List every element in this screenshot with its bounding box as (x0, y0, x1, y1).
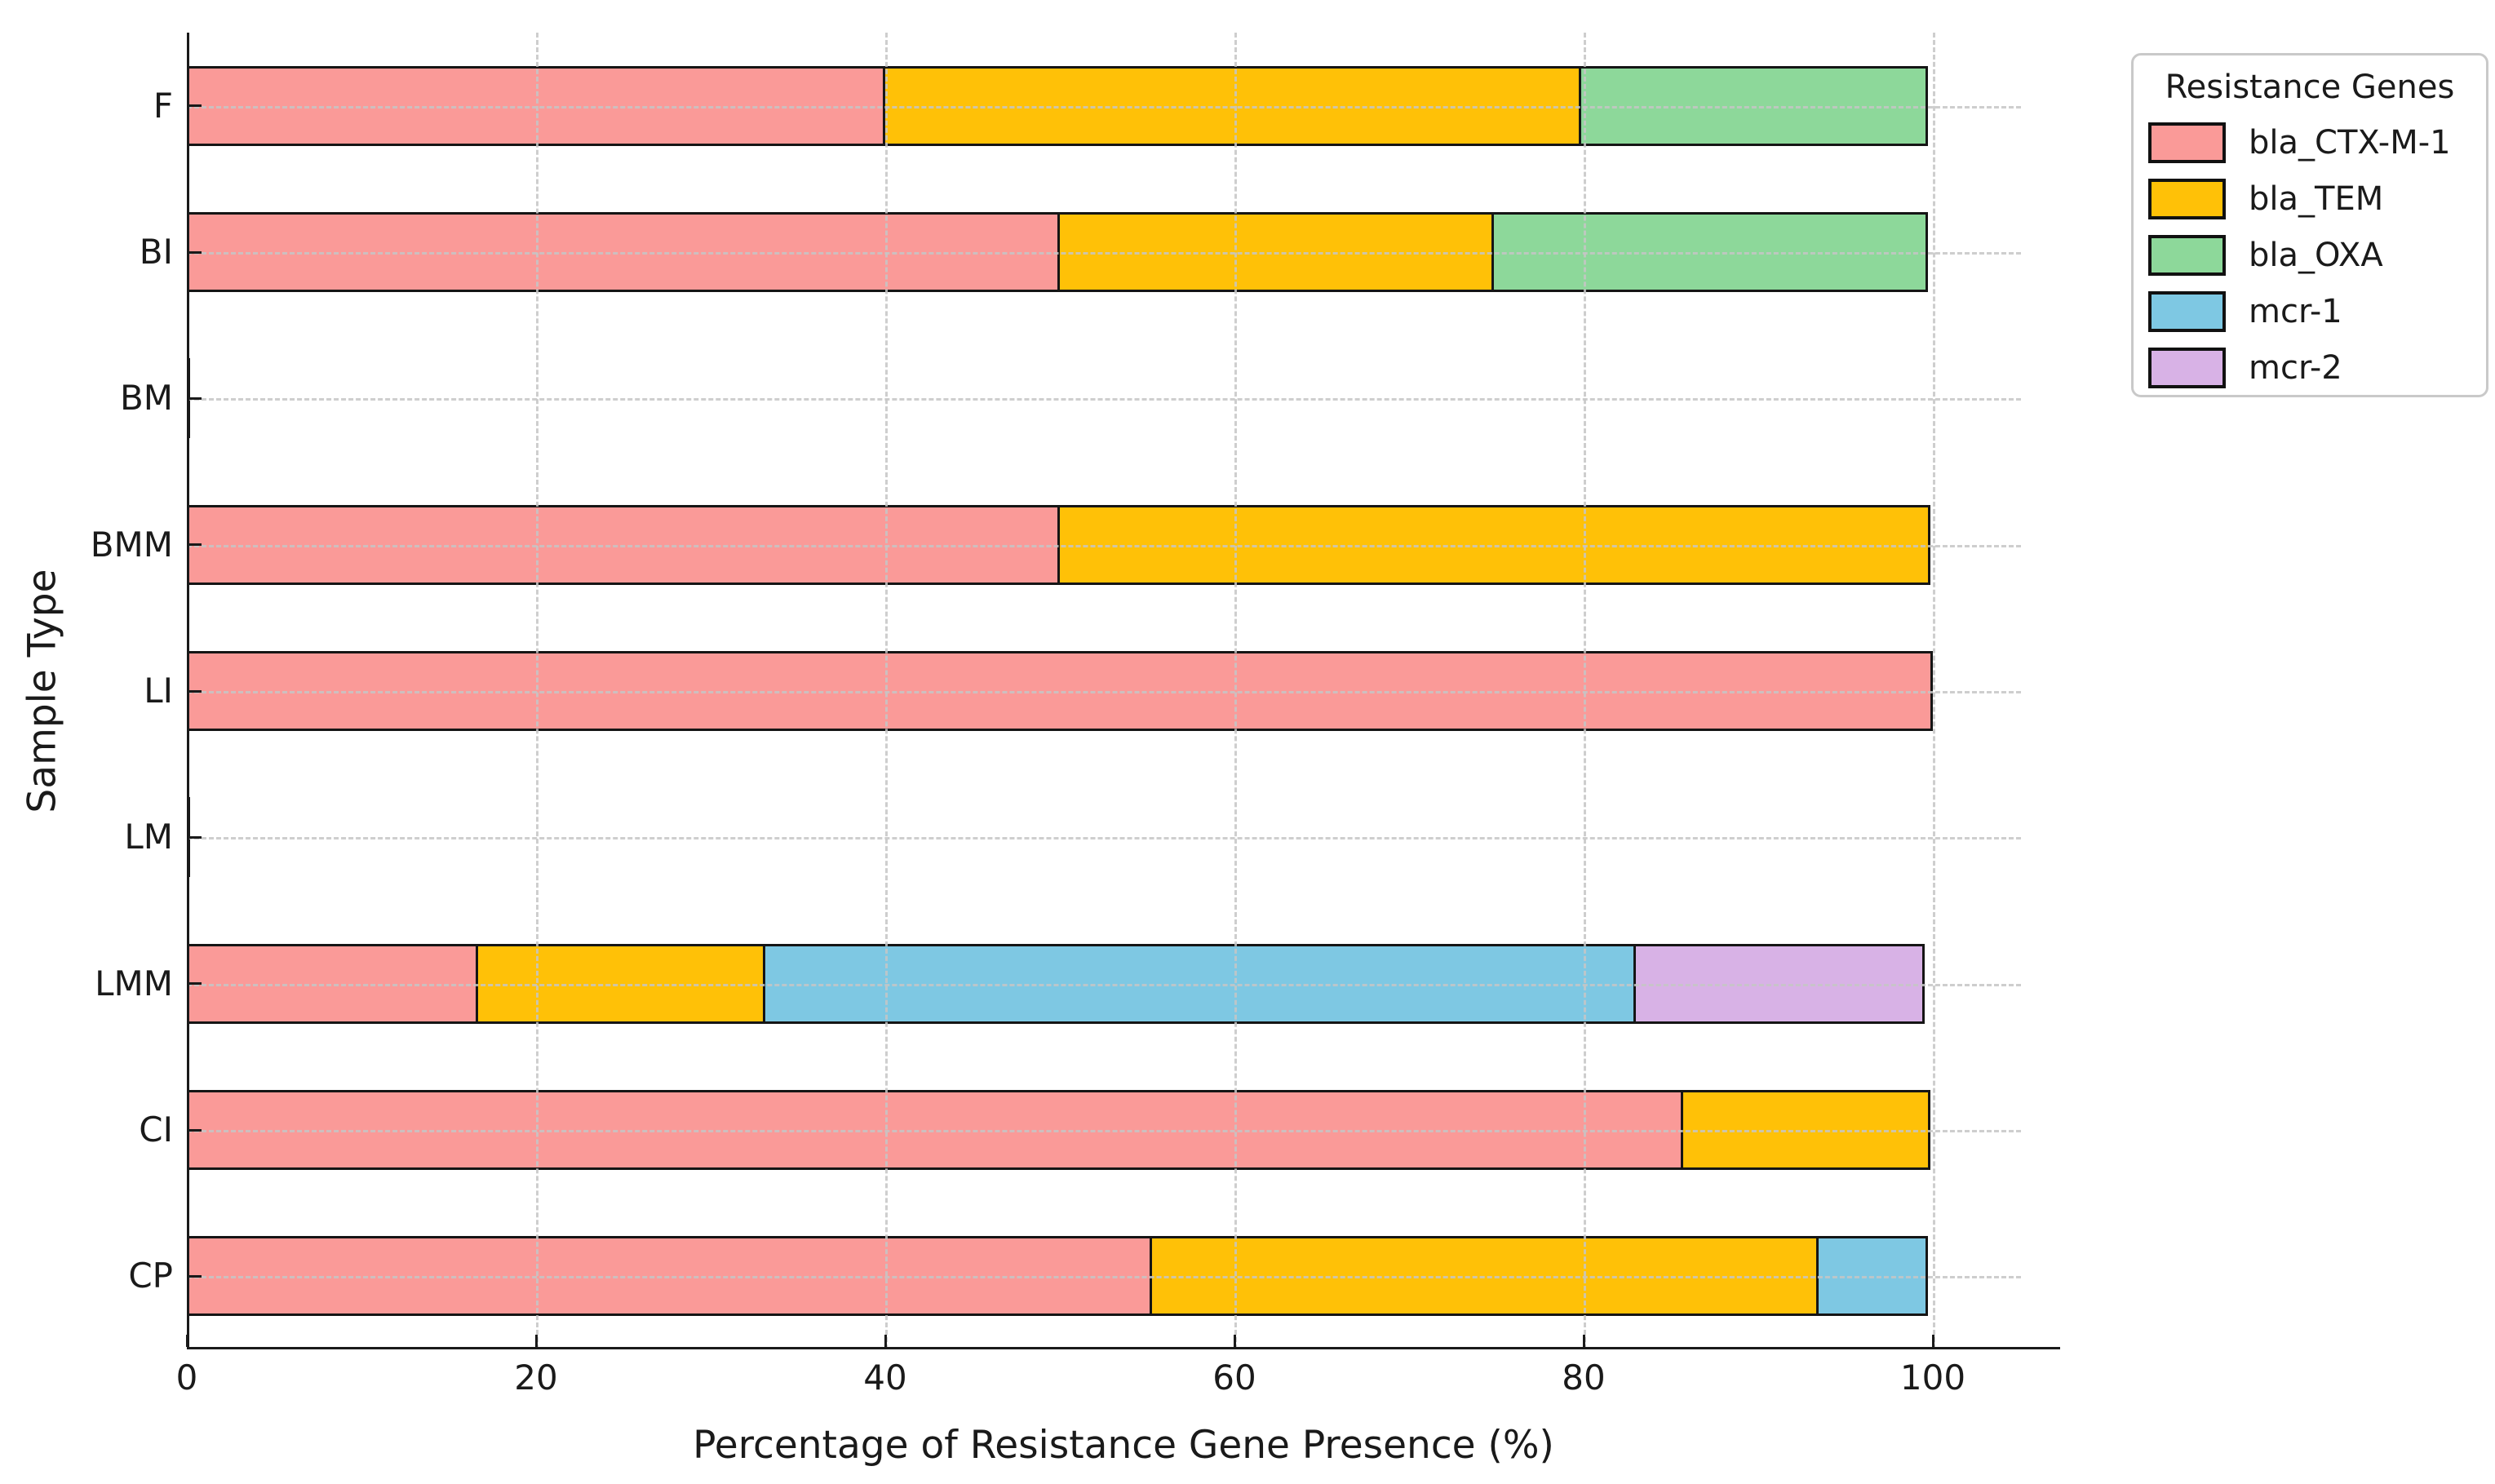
stacked-bar-CI (187, 1089, 1930, 1170)
y-category-label-F: F (153, 85, 173, 126)
x-tick-label-100: 100 (1899, 1358, 1966, 1398)
y-tick-LI (189, 689, 202, 693)
x-axis-title: Percentage of Resistance Gene Presence (… (693, 1423, 1554, 1468)
legend-swatch-mcr-2 (2148, 347, 2226, 388)
gridline-y-BMM (187, 544, 2021, 547)
legend-swatch-mcr-1 (2148, 290, 2226, 332)
legend-title: Resistance Genes (2165, 69, 2455, 106)
gridline-y-CI (187, 1130, 2021, 1132)
stacked-bar-BI (187, 211, 1928, 292)
bar-segment-BI-bla_TEM (1057, 211, 1494, 292)
y-category-label-LM: LM (124, 817, 173, 857)
legend-swatch-bla_OXA (2148, 234, 2226, 276)
legend-items: bla_CTX-M-1 bla_TEM bla_OXA mcr-1 mcr-2 (2148, 114, 2471, 396)
bar-row-CI (187, 1057, 2060, 1203)
y-category-label-BMM: BMM (90, 524, 173, 565)
legend-label-bla_OXA: bla_OXA (2249, 236, 2383, 274)
bar-row-LI (187, 618, 2060, 764)
x-tick-label-0: 0 (175, 1358, 198, 1398)
gridline-y-F (187, 105, 2021, 109)
legend-label-bla_TEM: bla_TEM (2249, 179, 2384, 218)
y-category-label-LMM: LMM (95, 963, 173, 1003)
y-category-label-BM: BM (119, 378, 173, 419)
legend: Resistance Genes bla_CTX-M-1 bla_TEM bla_O… (2131, 53, 2488, 397)
bar-segment-CP-bla_CTX-M-1 (187, 1236, 1152, 1317)
x-tick-label-20: 20 (514, 1358, 558, 1398)
legend-item-bla_CTX-M-1: bla_CTX-M-1 (2148, 114, 2471, 171)
x-tick-label-80: 80 (1562, 1358, 1606, 1398)
legend-item-bla_TEM: bla_TEM (2148, 171, 2471, 227)
y-tick-CI (189, 1128, 202, 1132)
x-tick-100 (1931, 1335, 1934, 1347)
legend-label-mcr-1: mcr-1 (2249, 292, 2342, 330)
y-category-labels: F BI BM BMM LI LM LMM CI CP (0, 33, 173, 1349)
y-category-label-BI: BI (139, 232, 173, 272)
y-tick-BMM (189, 543, 202, 547)
legend-item-bla_OXA: bla_OXA (2148, 227, 2471, 283)
bar-segment-CP-mcr-1 (1816, 1236, 1928, 1317)
y-category-label-CP: CP (128, 1256, 173, 1296)
y-tick-BM (189, 396, 202, 400)
gridline-y-BM (187, 398, 2021, 401)
gridline-y-LM (187, 837, 2021, 840)
x-tick-40 (884, 1335, 887, 1347)
bar-row-BI (187, 179, 2060, 325)
y-axis-spine (187, 33, 189, 1349)
y-tick-F (189, 104, 202, 108)
gridline-y-LMM (187, 983, 2021, 986)
bar-segment-CI-bla_CTX-M-1 (187, 1089, 1683, 1170)
legend-label-mcr-2: mcr-2 (2249, 348, 2342, 387)
x-tick-label-40: 40 (863, 1358, 907, 1398)
x-tick-80 (1582, 1335, 1585, 1347)
x-tick-label-60: 60 (1212, 1358, 1256, 1398)
y-tick-BI (189, 250, 202, 254)
x-tick-0 (185, 1335, 188, 1347)
gridline-y-CP (187, 1276, 2021, 1279)
y-tick-CP (189, 1274, 202, 1278)
bar-segment-BI-bla_CTX-M-1 (187, 211, 1060, 292)
bar-segment-CP-bla_TEM (1150, 1236, 1819, 1317)
stacked-bar-LI (187, 650, 1933, 731)
x-tick-20 (534, 1335, 538, 1347)
bar-row-CP (187, 1203, 2060, 1349)
x-axis-spine (187, 1347, 2060, 1349)
x-tick-labels: 0 20 40 60 80 100 (176, 1358, 2060, 1410)
bar-segment-BI-bla_OXA (1491, 211, 1928, 292)
legend-item-mcr-1: mcr-1 (2148, 283, 2471, 339)
stacked-bar-CP (187, 1236, 1928, 1317)
plot-area (185, 33, 2060, 1349)
y-tick-LM (189, 835, 202, 839)
bar-segment-LI-bla_CTX-M-1 (187, 650, 1933, 731)
legend-item-mcr-2: mcr-2 (2148, 339, 2471, 396)
y-category-label-CI: CI (139, 1110, 173, 1150)
gridline-y-LI (187, 691, 2021, 693)
x-tick-60 (1233, 1335, 1236, 1347)
bar-segment-CI-bla_TEM (1681, 1089, 1930, 1170)
legend-swatch-bla_CTX-M-1 (2148, 122, 2226, 163)
legend-swatch-bla_TEM (2148, 178, 2226, 219)
y-tick-LMM (189, 982, 202, 986)
legend-label-bla_CTX-M-1: bla_CTX-M-1 (2249, 123, 2451, 162)
y-category-label-LI: LI (144, 671, 173, 711)
gridline-y-BI (187, 252, 2021, 255)
